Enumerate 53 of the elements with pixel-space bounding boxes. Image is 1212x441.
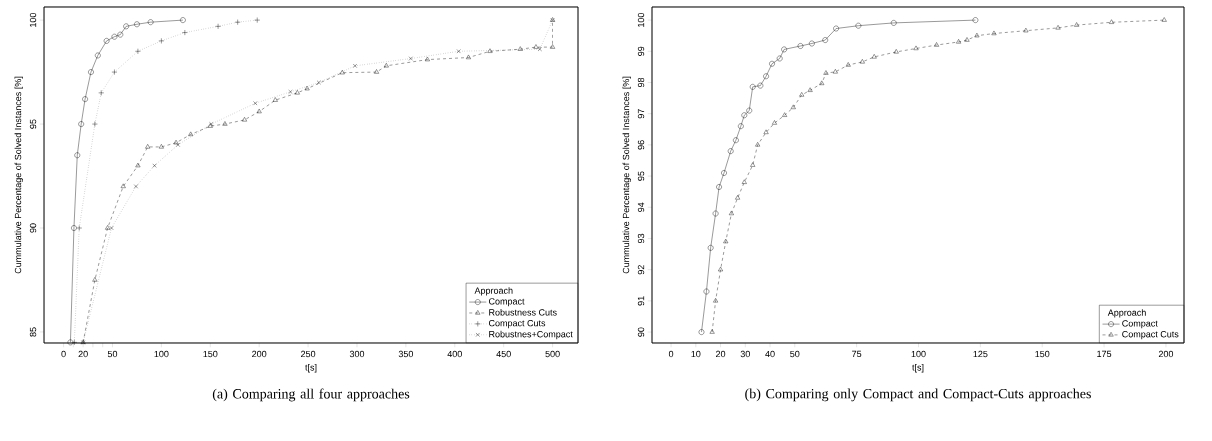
y-tick-label: 98 <box>637 77 645 88</box>
x-tick-label: 30 <box>740 350 750 358</box>
y-tick-label: 95 <box>637 171 645 181</box>
x-tick-label: 125 <box>973 350 988 358</box>
legend-label: Compact Cuts <box>1122 331 1179 340</box>
y-axis-title: Cummulative Percentage of Solved Instances [%] <box>14 76 23 274</box>
y-tick-label: 99 <box>637 46 645 56</box>
x-tick-label: 200 <box>1158 350 1174 358</box>
x-tick-label: 400 <box>447 350 462 358</box>
y-tick-label: 96 <box>637 140 645 150</box>
x-tick-label: 50 <box>790 350 800 358</box>
x-tick-label: 20 <box>716 350 726 358</box>
x-tick-label: 150 <box>1035 350 1050 358</box>
y-tick-label: 97 <box>637 109 645 119</box>
x-tick-label: 75 <box>852 350 862 358</box>
x-axis-title: t[s] <box>912 364 924 373</box>
x-tick-label: 250 <box>301 350 316 358</box>
y-tick-label: 100 <box>637 12 645 27</box>
y-tick-label: 85 <box>29 327 37 337</box>
x-tick-label: 450 <box>496 350 511 358</box>
y-tick-label: 95 <box>29 119 37 129</box>
x-tick-label: 40 <box>765 350 775 358</box>
legend-label: Compact <box>1122 320 1158 329</box>
x-tick-label: 175 <box>1097 350 1112 358</box>
y-tick-label: 90 <box>29 223 37 233</box>
y-tick-label: 93 <box>637 233 645 244</box>
x-tick-label: 100 <box>154 350 169 358</box>
x-tick-label: 150 <box>203 350 218 358</box>
x-tick-label: 50 <box>107 350 118 358</box>
text: (b) Comparing only Compact and Compact-Cuts approaches <box>745 388 1091 402</box>
x-tick-label: 500 <box>545 350 560 358</box>
x-tick-label: 350 <box>398 350 414 358</box>
legend-label: Compact <box>488 298 525 307</box>
x-tick-label: 0 <box>61 350 66 358</box>
legend-label: Robustnes+Compact <box>489 330 573 340</box>
x-axis-title: t[s] <box>305 364 317 373</box>
legend-title: Approach <box>1107 309 1146 318</box>
x-tick-label: 100 <box>911 350 926 358</box>
y-tick-label: 91 <box>637 296 645 306</box>
x-tick-label: 20 <box>78 350 88 358</box>
y-axis-title: Cummulative Percentage of Solved Instances [%] <box>622 76 631 274</box>
x-tick-label: 300 <box>349 350 365 358</box>
y-tick-label: 90 <box>637 327 645 337</box>
x-tick-label: 10 <box>691 350 701 358</box>
x-tick-label: 200 <box>252 350 267 358</box>
y-tick-label: 100 <box>29 12 37 27</box>
text: (a) Comparing all four approaches <box>212 388 410 402</box>
legend-label: Compact Cuts <box>488 319 546 329</box>
y-tick-label: 94 <box>637 202 645 212</box>
y-tick-label: 92 <box>637 265 645 275</box>
legend-label: Robustness Cuts <box>489 308 557 316</box>
legend-title: Approach <box>474 287 513 296</box>
x-tick-label: 0 <box>668 350 674 358</box>
